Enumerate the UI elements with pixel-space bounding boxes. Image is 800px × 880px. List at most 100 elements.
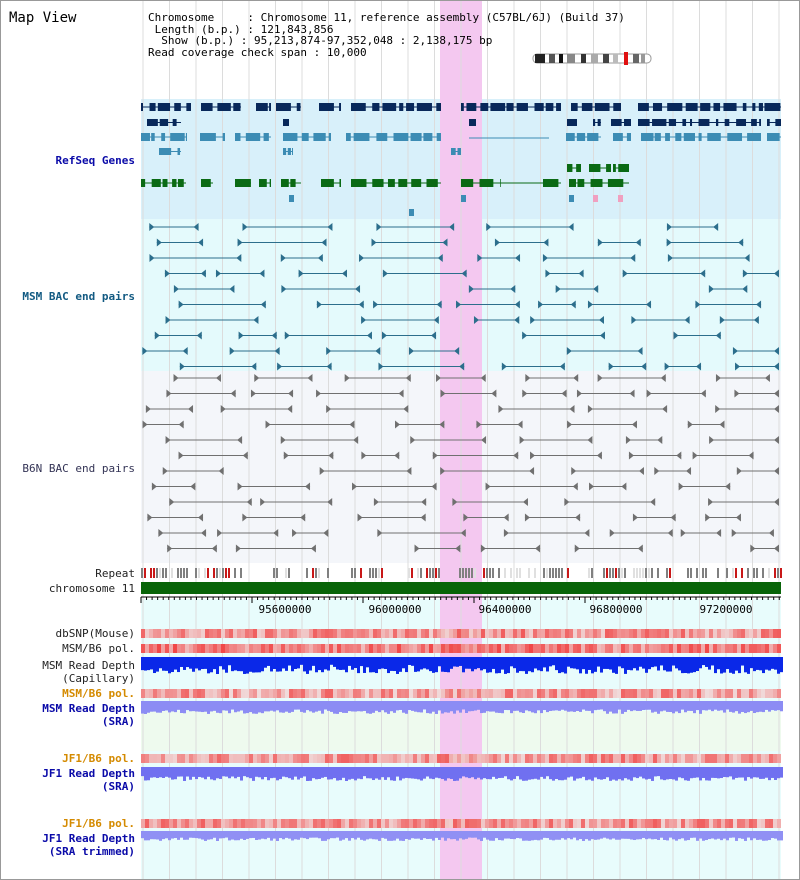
dbsnp-cell [153,629,157,638]
b6n-bac-pair-end [319,467,325,475]
msm-b6-pol-sra-cell [293,689,297,698]
msm-depth-sra-bar [222,701,225,711]
msm-b6-pol-cell [485,644,489,653]
repeat-element [474,568,476,578]
msm-depth-capillary-bar [633,657,636,669]
b6n-bac-pair-end [705,513,711,522]
track-label-b6n-bac[interactable]: B6N BAC end pairs [22,462,135,475]
msm-b6-pol-cell [517,644,521,653]
dbsnp-cell [593,629,597,638]
repeat-element [180,568,182,578]
jf1-depth-trimmed-bar [393,831,396,841]
jf1-b6-pol-cell-2 [653,819,657,828]
dbsnp-cell [361,629,365,638]
jf1-depth-sra-bar [654,767,657,777]
track-label-refseq[interactable]: RefSeq Genes [55,154,135,167]
b6n-bac-pair-end [637,544,643,553]
gene-exon [742,103,747,111]
msm-b6-pol-cell [745,644,749,653]
msm-bac-pair-end [738,238,744,247]
msm-depth-sra-bar [414,701,417,712]
gene-exon [161,133,166,141]
msm-depth-capillary-bar [537,657,540,671]
msm-depth-capillary-bar [717,657,720,670]
repeat-element [516,568,518,578]
jf1-b6-pol-cell-1 [297,754,301,763]
msm-depth-capillary-bar [729,657,732,673]
b6n-bac-pair-end [323,529,329,537]
msm-depth-capillary-bar [456,657,459,667]
jf1-depth-trimmed-bar [579,831,582,840]
msm-bac-pair-end [641,362,647,371]
jf1-depth-trimmed-bar [258,831,261,840]
dbsnp-cell [673,629,677,638]
msm-b6-pol-sra-cell [229,689,233,698]
jf1-depth-sra-bar [306,767,309,781]
msm-b6-pol-sra-cell [169,689,173,698]
jf1-depth-trimmed-bar [378,831,381,841]
msm-depth-capillary-bar [468,657,471,669]
jf1-b6-pol-cell-1 [457,754,461,763]
dbsnp-cell [513,629,517,638]
jf1-depth-trimmed-bar [459,831,462,839]
b6n-bac-pair-end [700,389,706,398]
msm-bac-pair-end [142,347,148,355]
msm-bac-pair-end [280,254,286,262]
msm-depth-capillary-bar [762,657,765,674]
msm-depth-sra-bar [333,701,336,714]
msm-b6-pol-sra-cell [177,689,181,698]
msm-b6-pol-sra-cell [629,689,633,698]
msm-depth-capillary-bar [144,657,147,671]
axis-tick-label: 95600000 [259,603,312,616]
repeat-element [603,568,605,578]
repeat-element [588,568,590,578]
msm-depth-capillary-bar [285,657,288,671]
gene-marker [289,195,294,202]
msm-depth-capillary-bar [654,657,657,667]
jf1-depth-sra-bar [252,767,255,781]
jf1-depth-sra-bar [375,767,378,779]
msm-depth-capillary-bar [609,657,612,670]
jf1-depth-sra-bar [186,767,189,777]
msm-b6-pol-sra-cell [609,689,613,698]
msm-depth-sra-bar [201,701,204,713]
msm-depth-sra-bar [312,701,315,713]
msm-b6-pol-cell [569,644,573,653]
repeat-element [555,568,557,578]
msm-bac-pair-end [735,362,741,371]
jf1-b6-pol-cell-2 [669,819,673,828]
jf1-depth-trimmed-bar [321,831,324,841]
b6n-bac-pair-end [455,544,461,553]
repeat-element [648,568,650,578]
msm-b6-pol-sra-cell [349,689,353,698]
dbsnp-cell [541,629,545,638]
msm-b6-pol-cell [585,644,589,653]
msm-depth-capillary-bar [417,657,420,672]
msm-depth-sra-bar [717,701,720,711]
gene-exon [767,119,770,126]
jf1-depth-trimmed-bar [777,831,780,841]
dbsnp-cell [761,629,765,638]
msm-depth-capillary-bar [330,657,333,665]
b6n-bac-pair-end [609,529,615,537]
jf1-depth-sra-bar [390,767,393,781]
b6n-bac-pair-end [288,389,294,398]
region-info: Chromosome : Chromosome 11, reference as… [148,11,625,59]
msm-depth-sra-bar [696,701,699,711]
msm-b6-pol-cell [521,644,525,653]
track-label-msm-bac[interactable]: MSM BAC end pairs [22,290,135,303]
dbsnp-cell [485,629,489,638]
jf1-depth-sra-bar [492,767,495,777]
gene-exon [387,179,395,187]
jf1-depth-trimmed-bar [363,831,366,841]
jf1-b6-pol-cell-2 [457,819,461,828]
msm-depth-sra-bar [618,701,621,710]
jf1-b6-pol-cell-2 [161,819,165,828]
repeat-element [273,568,275,578]
b6n-bac-pair-end [597,374,603,382]
dbsnp-cell [545,629,549,638]
repeat-element [774,568,776,578]
jf1-depth-sra-bar [180,767,183,777]
track-label-repeat: Repeat [95,567,135,580]
